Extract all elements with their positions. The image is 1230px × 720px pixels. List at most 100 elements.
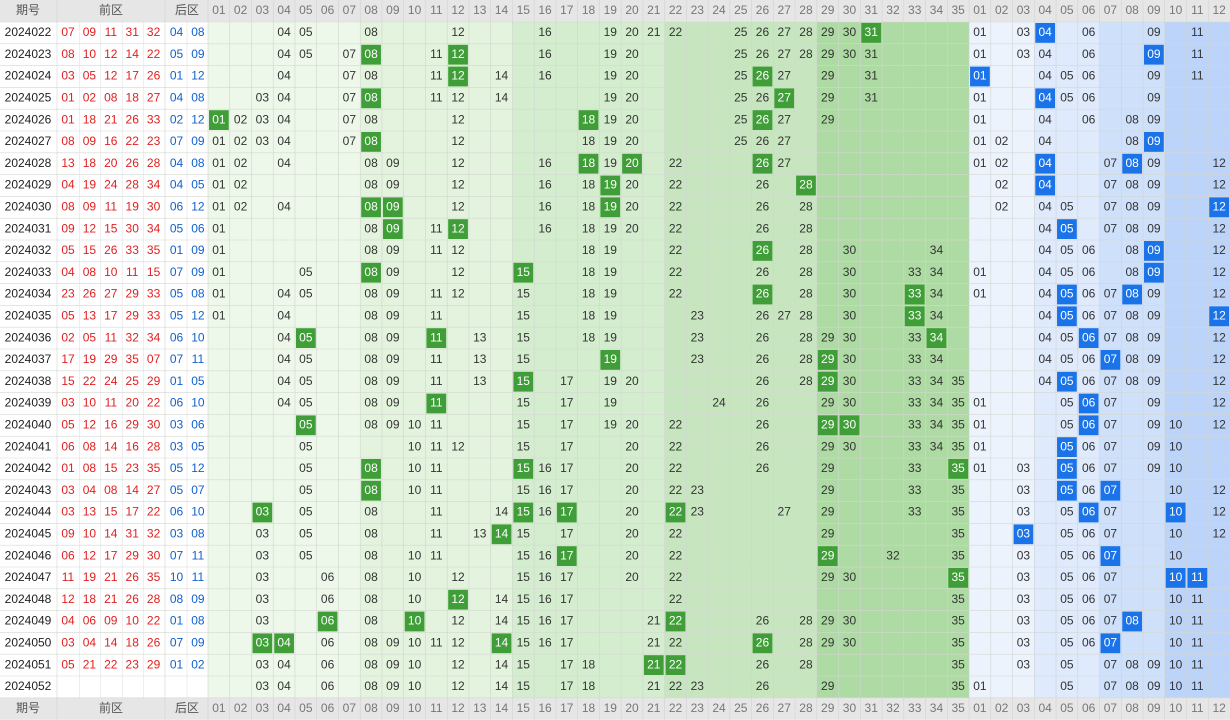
front-cell: 15 [517,505,531,519]
front-number: 13 [61,156,75,170]
back-number: 09 [191,592,205,606]
front-cell: 27 [778,47,792,61]
front-cell: 10 [408,548,422,562]
front-cell: 35 [952,396,966,410]
front-cell: 12 [451,221,465,235]
front-number: 03 [61,69,75,83]
front-number: 22 [147,396,161,410]
front-hit [839,415,860,436]
front-number: 17 [104,308,118,322]
front-cell: 26 [756,265,770,279]
front-cell: 28 [799,330,813,344]
column-label: 07 [1104,701,1118,715]
back-cell: 04 [1038,178,1052,192]
column-label: 16 [538,3,552,17]
front-cell: 08 [364,330,378,344]
front-cell: 31 [865,90,879,104]
front-cell: 28 [799,635,813,649]
front-cell: 30 [843,417,857,431]
back-cell: 04 [1038,221,1052,235]
back-cell: 12 [1212,330,1226,344]
back-cell: 09 [1147,461,1161,475]
column-label: 13 [473,701,487,715]
back-number: 07 [170,548,184,562]
back-hit [1100,350,1121,370]
front-cell: 19 [604,199,618,213]
front-cell: 03 [256,112,270,126]
front-cell: 08 [364,635,378,649]
back-number: 08 [191,25,205,39]
front-cell: 33 [908,330,922,344]
column-label: 13 [473,3,487,17]
front-cell: 33 [908,287,922,301]
column-label: 32 [886,701,900,715]
back-cell: 07 [1104,417,1118,431]
front-hit [252,502,273,523]
front-zone [403,22,426,698]
front-cell: 14 [495,614,509,628]
front-cell: 08 [364,461,378,475]
column-label: 15 [517,3,531,17]
front-number: 28 [147,592,161,606]
front-cell: 30 [843,614,857,628]
back-cell: 05 [1060,592,1074,606]
back-number: 09 [191,243,205,257]
back-cell: 07 [1104,330,1118,344]
front-cell: 28 [799,178,813,192]
front-cell: 29 [821,112,835,126]
column-label: 08 [1125,3,1139,17]
front-number: 15 [104,461,118,475]
back-cell: 09 [1147,134,1161,148]
back-cell: 09 [1147,243,1161,257]
front-cell: 12 [451,156,465,170]
front-cell: 08 [364,592,378,606]
front-cell: 08 [364,199,378,213]
front-cell: 33 [908,374,922,388]
front-cell: 08 [364,374,378,388]
front-cell: 11 [430,330,443,344]
back-cell: 02 [995,134,1009,148]
column-label: 24 [712,701,726,715]
front-cell: 35 [952,657,966,671]
front-hit [317,611,338,632]
front-cell: 15 [517,614,531,628]
front-number: 23 [61,287,75,301]
front-cell: 26 [756,439,770,453]
column-label: 15 [517,701,531,715]
front-cell: 11 [430,287,443,301]
front-cell: 20 [625,134,639,148]
front-number: 18 [83,112,97,126]
front-cell: 19 [604,352,618,366]
column-label: 02 [234,3,248,17]
back-cell: 05 [1060,69,1074,83]
front-number: 14 [104,439,118,453]
back-zone [1186,22,1209,698]
front-cell: 19 [604,178,618,192]
front-number: 08 [83,461,97,475]
column-label: 25 [734,701,748,715]
front-cell: 17 [560,417,574,431]
column-label: 19 [604,701,618,715]
front-hit [556,546,577,566]
front-cell: 29 [821,439,835,453]
front-cell: 28 [799,199,813,213]
front-cell: 12 [451,657,465,671]
back-cell: 11 [1191,47,1204,61]
front-cell: 20 [625,199,639,213]
back-cell: 05 [1060,570,1074,584]
front-hit [361,459,381,479]
back-cell: 06 [1082,374,1096,388]
back-cell: 03 [1017,47,1031,61]
front-hit [948,459,969,479]
front-cell: 20 [625,548,639,562]
front-hit [361,480,381,501]
column-label: 02 [995,3,1009,17]
front-number: 06 [61,548,75,562]
front-cell: 21 [647,614,661,628]
column-label: 08 [1125,701,1139,715]
front-cell: 23 [691,352,705,366]
front-number: 29 [147,374,161,388]
period: 2024051 [5,657,52,671]
back-cell: 08 [1125,134,1139,148]
front-cell: 35 [952,635,966,649]
